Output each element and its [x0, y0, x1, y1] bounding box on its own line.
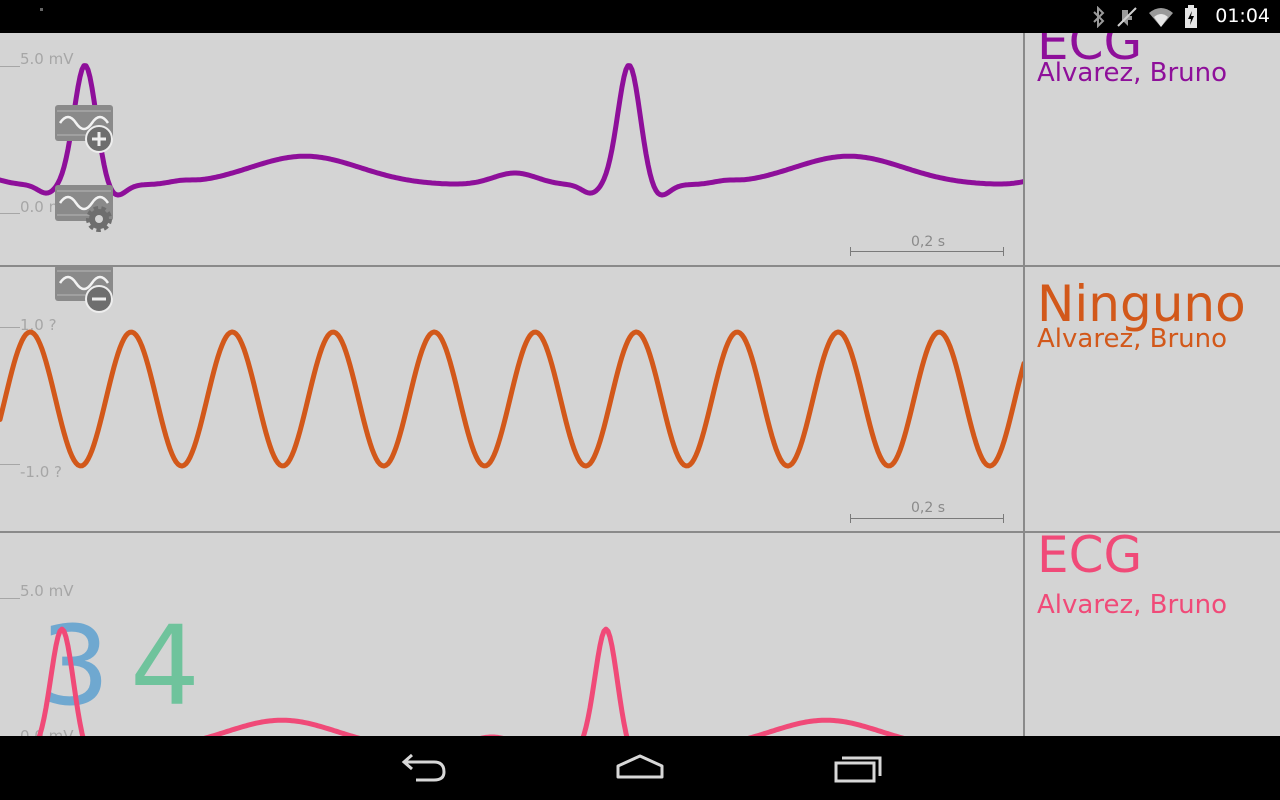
status-bar: 01:04: [0, 0, 1280, 33]
top-tick: [0, 598, 20, 599]
panel-title: ECG: [1037, 526, 1143, 584]
overlay-number-4: 4: [130, 602, 200, 730]
time-scale-bar: [850, 512, 1004, 523]
add-signal-icon: [55, 105, 113, 153]
y-top-label: 5.0 mV: [20, 50, 74, 68]
remove-signal-button[interactable]: [54, 263, 116, 313]
panel-subtitle: Alvarez, Bruno: [1037, 58, 1228, 88]
bottom-tick: [0, 213, 20, 214]
panel-title: Ninguno: [1037, 275, 1246, 333]
status-time: 01:04: [1215, 5, 1270, 27]
signal-settings-button[interactable]: [54, 183, 116, 233]
y-bottom-label: -1.0 ?: [20, 463, 62, 481]
panel-divider: [0, 265, 1280, 267]
y-top-label: 5.0 mV: [20, 582, 74, 600]
panel-title: ECG: [1037, 33, 1143, 71]
ecg-trace-2: [36, 626, 905, 736]
back-button[interactable]: [394, 750, 454, 786]
top-tick: [0, 327, 20, 328]
y-bottom-label: 0.0 mV: [20, 727, 74, 736]
top-tick: [0, 66, 20, 67]
notification-dot: [40, 8, 43, 11]
y-top-label: 1.0 ?: [20, 316, 57, 334]
recents-icon: [834, 756, 882, 783]
recents-button[interactable]: [828, 750, 888, 786]
mute-icon: [1117, 6, 1137, 27]
panel-divider: [0, 531, 1280, 533]
remove-signal-icon: [55, 265, 113, 313]
sine-trace: [0, 329, 1024, 469]
wifi-icon: [1149, 7, 1173, 27]
battery-charging-icon: [1185, 4, 1197, 28]
navigation-bar: [0, 736, 1280, 800]
add-signal-button[interactable]: [54, 103, 116, 153]
signal-settings-icon: [55, 185, 113, 232]
vertical-divider: [1023, 33, 1025, 736]
signal-viewer[interactable]: 5.0 mV 0.0 mV 0,2 s ECG Alvarez, Bruno 1…: [0, 33, 1280, 736]
time-scale-bar: [850, 245, 1004, 256]
bottom-tick: [0, 464, 20, 465]
time-scale-label: 0,2 s: [911, 500, 946, 516]
back-icon: [401, 753, 446, 782]
panel-subtitle: Alvarez, Bruno: [1037, 590, 1228, 620]
ecg-trace-1: [0, 63, 1024, 198]
bluetooth-icon: [1093, 5, 1105, 28]
home-button[interactable]: [610, 750, 670, 786]
time-scale-label: 0,2 s: [911, 234, 946, 250]
panel-subtitle: Alvarez, Bruno: [1037, 324, 1228, 354]
home-icon: [616, 754, 664, 779]
